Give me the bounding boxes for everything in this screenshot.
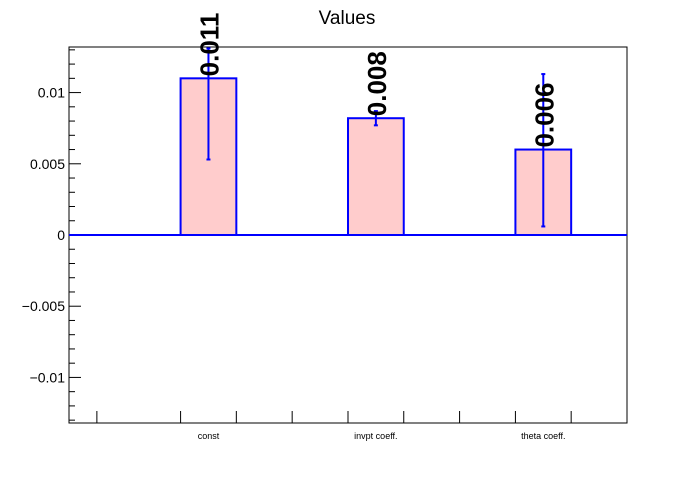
bar bbox=[347, 117, 405, 236]
data-label: 0.008 bbox=[362, 51, 392, 116]
plot-area: −0.01 −0.005 0 0.005 0.01 0.011 const 0.008 invp… bbox=[22, 13, 628, 441]
x-category-label: const bbox=[198, 431, 220, 441]
x-category-label: invpt coeff. bbox=[354, 431, 397, 441]
x-category-label: theta coeff. bbox=[521, 431, 565, 441]
y-tick-label: −0.01 bbox=[30, 369, 66, 385]
y-tick-label: 0 bbox=[57, 227, 65, 243]
y-tick-label: 0.01 bbox=[38, 85, 65, 101]
data-label: 0.006 bbox=[529, 82, 559, 147]
y-tick-label: −0.005 bbox=[22, 298, 65, 314]
y-tick-label: 0.005 bbox=[30, 156, 65, 172]
data-label: 0.011 bbox=[194, 13, 224, 77]
chart-title: Values bbox=[319, 8, 376, 29]
